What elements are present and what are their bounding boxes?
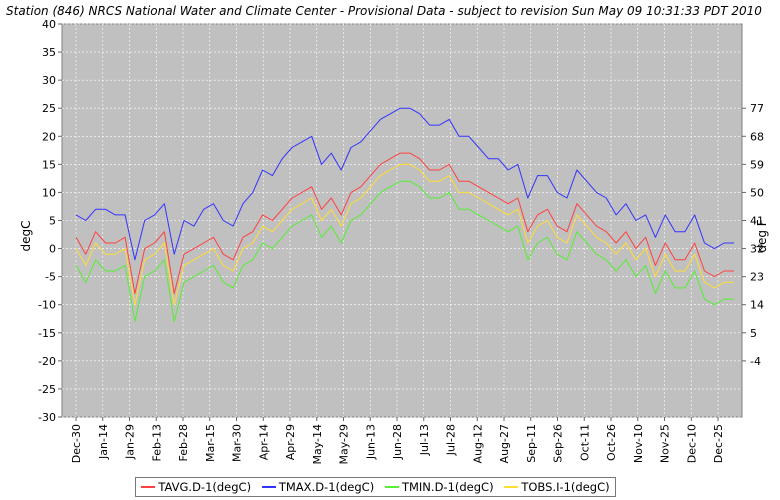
- x-tick-label: Jan-29: [124, 424, 137, 460]
- x-tick-label: Dec-10: [685, 424, 698, 463]
- grid-layer: [62, 23, 742, 418]
- series-line-tobs: [75, 163, 734, 306]
- legend-swatch-tavg: [141, 486, 156, 488]
- y2-tick-label: 68: [750, 130, 764, 143]
- x-tick-label: Dec-30: [70, 424, 83, 463]
- series-line-tmax: [75, 107, 734, 261]
- legend-swatch-tmin: [384, 486, 399, 488]
- y-tick-label: -20: [38, 355, 56, 368]
- x-tick-label: Apr-14: [257, 424, 270, 460]
- y2-tick-label: 41: [750, 215, 764, 228]
- x-tick-label: Jul-13: [418, 424, 431, 456]
- x-tick-label: Jun-28: [391, 424, 404, 460]
- legend: TAVG.D-1(degC) TMAX.D-1(degC) TMIN.D-1(d…: [135, 477, 616, 497]
- y2-tick-label: 5: [750, 327, 757, 340]
- y2-tick-label: 23: [750, 271, 764, 284]
- x-tick-label: Dec-25: [712, 424, 725, 463]
- series-line-tmin: [75, 180, 734, 323]
- y-tick-label: -5: [45, 271, 56, 284]
- x-tick-label: Aug-27: [498, 424, 511, 463]
- y-axis: 40 35 30 25 20 15 10 5 0 -5 -10 -15 -20 -25 -30: [38, 18, 62, 424]
- y-tick-label: -15: [38, 327, 56, 340]
- y2-tick-label: 32: [750, 243, 764, 256]
- y-tick-label: 40: [42, 18, 56, 31]
- legend-item-tobs: TOBS.I-1(degC): [504, 480, 610, 494]
- x-tick-label: Feb-28: [177, 424, 190, 461]
- legend-label-tavg: TAVG.D-1(degC): [158, 480, 252, 494]
- legend-label-tobs: TOBS.I-1(degC): [521, 480, 610, 494]
- y-tick-label: -25: [38, 383, 56, 396]
- series-layer: [75, 107, 734, 323]
- x-tick-label: May-14: [311, 424, 324, 465]
- x-tick-label: Oct-26: [605, 424, 618, 461]
- y-tick-label: 5: [49, 215, 56, 228]
- y2-tick-label: 14: [750, 299, 764, 312]
- legend-label-tmin: TMIN.D-1(degC): [401, 480, 494, 494]
- x-axis: Dec-30 Jan-14 Jan-29 Feb-13 Feb-28 Mar-15 Mar-…: [70, 417, 725, 465]
- y2-tick-label: 50: [750, 186, 764, 199]
- x-tick-label: Jul-28: [445, 424, 458, 456]
- x-tick-label: Nov-10: [632, 424, 645, 463]
- y2-tick-label: -4: [750, 355, 761, 368]
- y-tick-label: 35: [42, 46, 56, 59]
- y-axis-label: degC: [19, 221, 33, 252]
- x-tick-label: Nov-25: [659, 424, 672, 463]
- legend-swatch-tmax: [261, 486, 276, 488]
- y-tick-label: -10: [38, 299, 56, 312]
- y-tick-label: 0: [49, 243, 56, 256]
- x-tick-label: Sep-26: [552, 424, 565, 463]
- y2-tick-label: 59: [750, 158, 764, 171]
- x-tick-label: Mar-15: [204, 424, 217, 462]
- x-tick-label: Aug-12: [471, 424, 484, 463]
- legend-label-tmax: TMAX.D-1(degC): [278, 480, 375, 494]
- legend-swatch-tobs: [504, 486, 519, 488]
- y-tick-label: 25: [42, 102, 56, 115]
- y-tick-label: 20: [42, 130, 56, 143]
- y2-axis-label: deg F: [755, 219, 769, 252]
- legend-item-tavg: TAVG.D-1(degC): [141, 480, 251, 494]
- x-tick-label: Oct-11: [578, 424, 591, 461]
- x-tick-label: Mar-30: [231, 424, 244, 462]
- series-line-tavg: [75, 152, 734, 294]
- x-tick-label: Sep-11: [525, 424, 538, 463]
- x-tick-label: May-29: [338, 424, 351, 465]
- x-tick-label: Apr-29: [284, 424, 297, 460]
- legend-item-tmin: TMIN.D-1(degC): [384, 480, 494, 494]
- y-tick-label: 30: [42, 74, 56, 87]
- y-tick-label: -30: [38, 411, 56, 424]
- x-tick-label: Jan-14: [97, 424, 110, 460]
- legend-item-tmax: TMAX.D-1(degC): [261, 480, 375, 494]
- y-tick-label: 10: [42, 186, 56, 199]
- chart-title: Station (846) NRCS National Water and Cl…: [6, 4, 762, 18]
- y2-tick-label: 77: [750, 102, 764, 115]
- y2-axis: 77 68 59 50 41 32 23 14 5 -4: [742, 102, 764, 368]
- x-tick-label: Feb-13: [150, 424, 163, 461]
- x-tick-label: Jun-13: [364, 424, 377, 460]
- y-tick-label: 15: [42, 158, 56, 171]
